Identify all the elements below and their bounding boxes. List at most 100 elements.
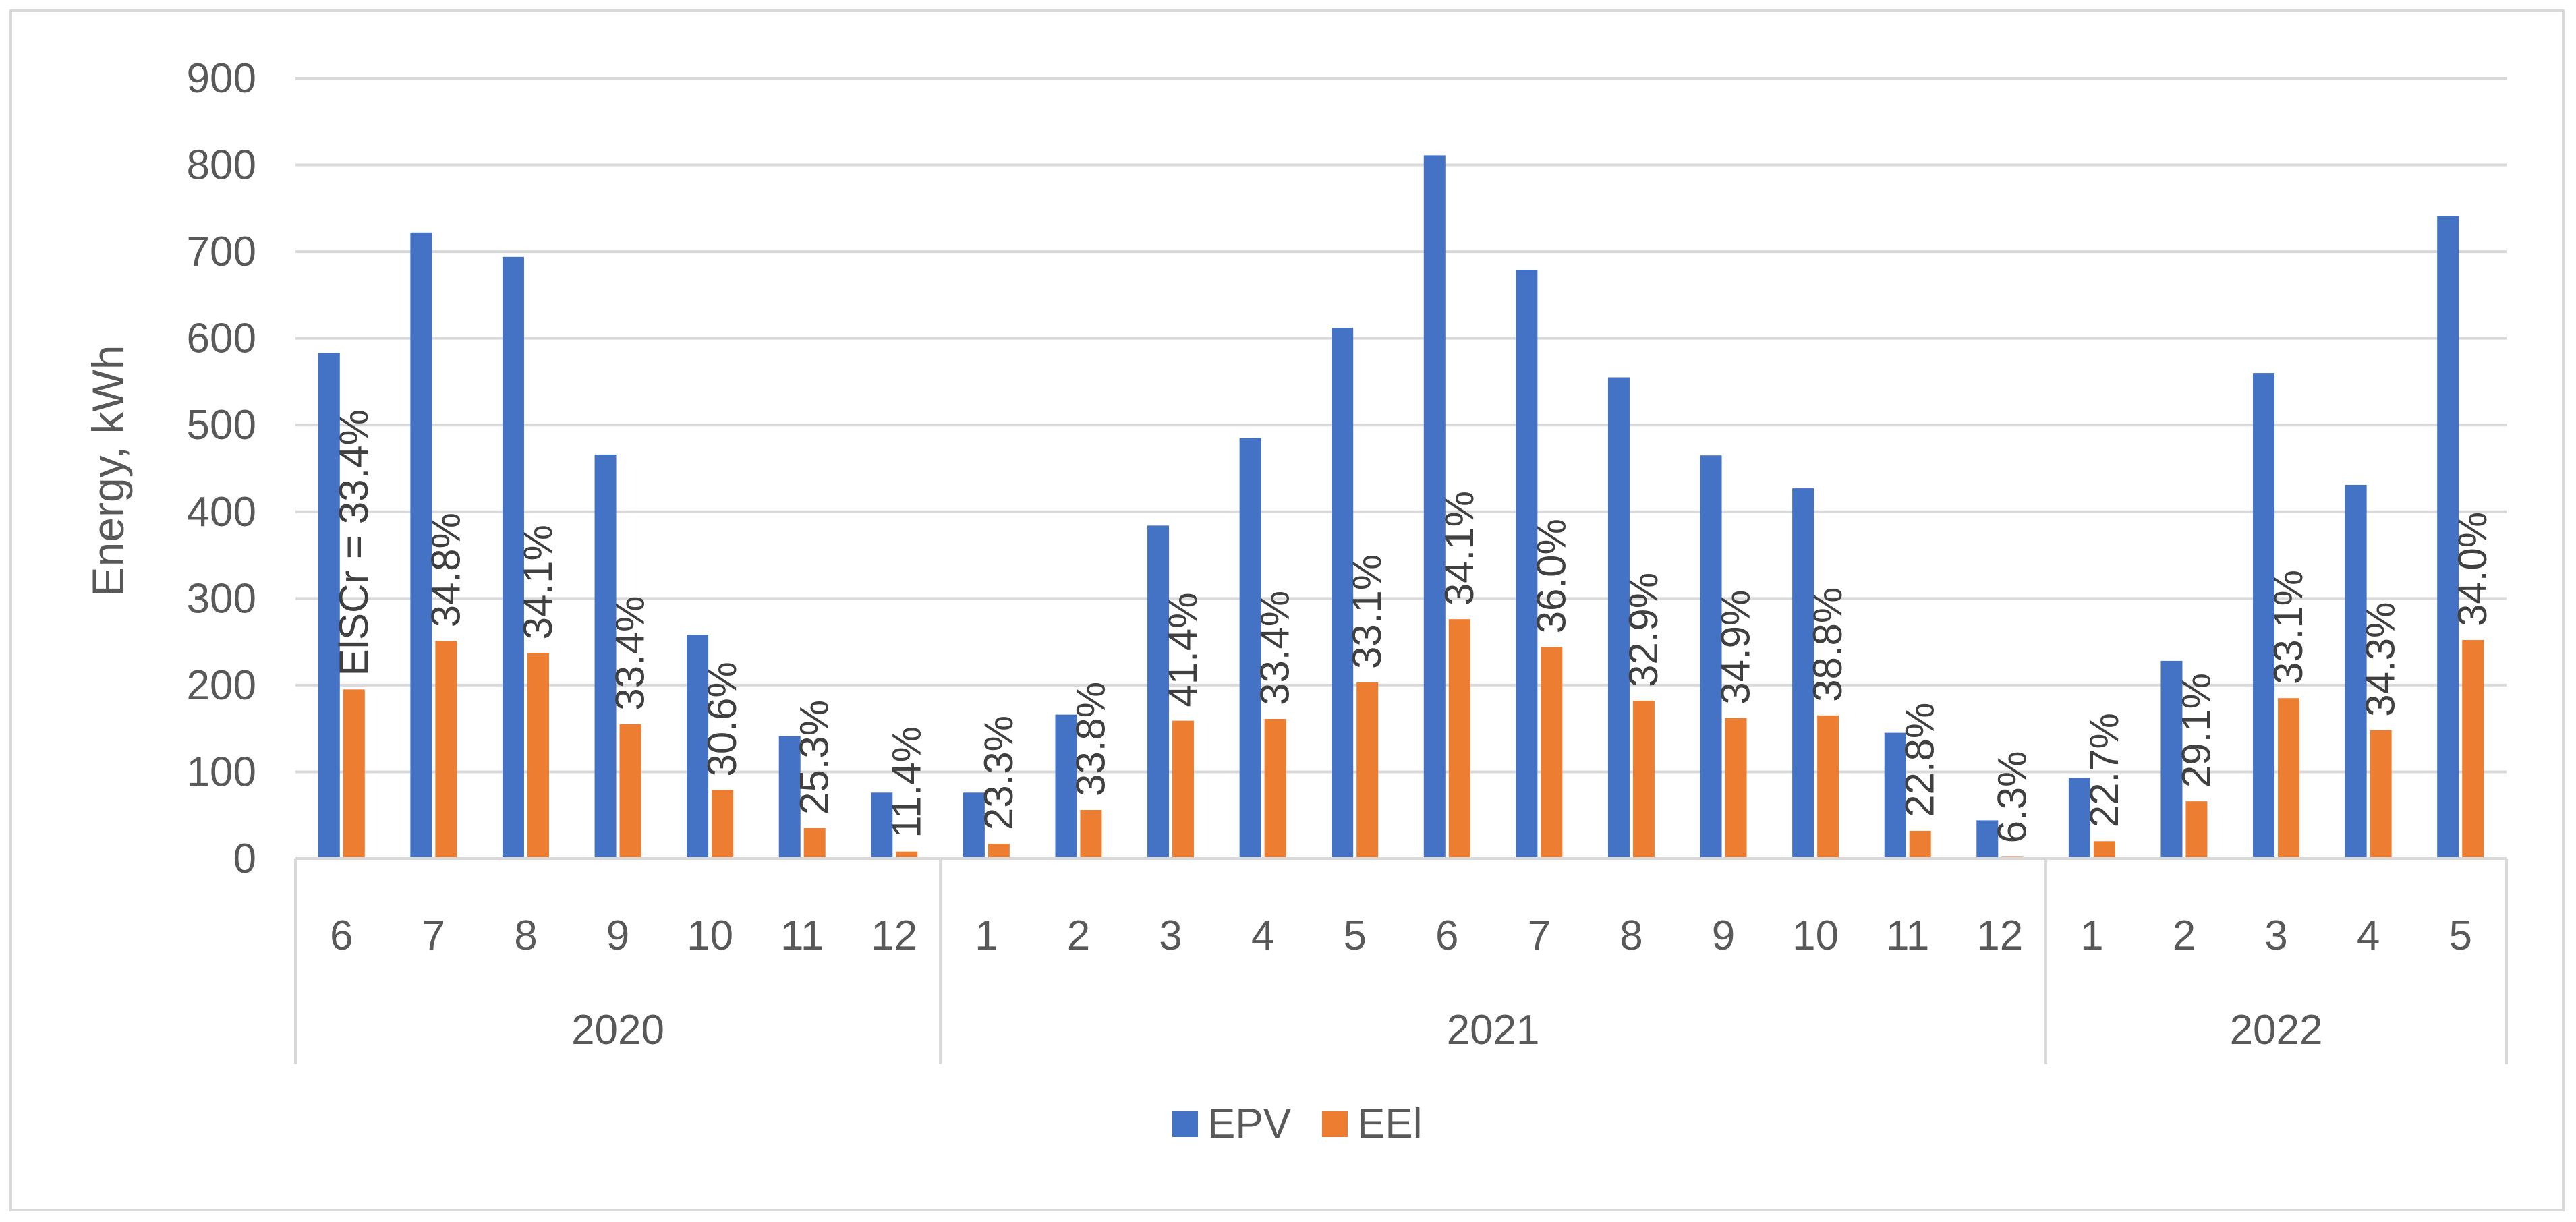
bar-eel: [2185, 801, 2208, 859]
x-tick-label: 5: [1343, 912, 1366, 959]
y-tick-label: 100: [187, 749, 256, 795]
bar-eel: [1817, 715, 1839, 859]
bar-epv: [687, 635, 709, 859]
legend-swatch: [1322, 1111, 1348, 1137]
data-label: 32.9%: [1621, 573, 1666, 687]
bar-eel: [1541, 647, 1563, 859]
x-tick-label: 7: [422, 912, 445, 959]
bar-epv: [1976, 820, 1999, 859]
x-tick-label: 1: [2080, 912, 2103, 959]
bar-eel: [2370, 730, 2392, 859]
bar-eel: [712, 790, 734, 859]
y-tick-label: 600: [187, 316, 256, 362]
year-group-label: 2022: [2230, 1007, 2323, 1053]
bar-chart: 0 100 200 300 400 500 600 700 800 900 ElSCr = 33.…: [83, 55, 2508, 1147]
x-tick-label: 10: [687, 912, 733, 959]
x-tick-label: 4: [2357, 912, 2380, 959]
bar-epv: [1607, 377, 1630, 859]
bar-eel: [435, 641, 457, 859]
data-label: 41.4%: [1160, 592, 1205, 707]
legend-swatch: [1172, 1111, 1198, 1137]
legend-label: EPV: [1207, 1101, 1292, 1147]
y-tick-label: 200: [187, 662, 256, 709]
bar-epv: [2068, 778, 2090, 859]
bar-epv: [1792, 488, 1814, 859]
bar-eel: [988, 844, 1010, 859]
data-label: 33.1%: [1344, 554, 1390, 669]
bar-epv: [2345, 484, 2367, 859]
bar-eel: [1172, 720, 1195, 859]
bar-eel: [2093, 841, 2115, 859]
x-tick-label: 9: [1712, 912, 1735, 959]
bar-eel: [619, 724, 641, 859]
bar-eel: [1356, 682, 1379, 859]
data-label: 38.8%: [1805, 587, 1850, 702]
data-label: 33.4%: [1253, 591, 1298, 705]
data-label: 33.1%: [2266, 570, 2311, 685]
x-tick-label: 3: [1159, 912, 1182, 959]
bar-epv: [871, 792, 893, 859]
x-tick-label: 3: [2264, 912, 2287, 959]
data-label: 29.1%: [2173, 673, 2219, 788]
bar-eel: [1448, 619, 1470, 859]
bar-epv: [1884, 732, 1906, 859]
x-tick-label: 1: [975, 912, 998, 959]
data-label: 34.8%: [423, 513, 468, 627]
data-label: 34.9%: [1713, 590, 1758, 705]
data-label: 6.3%: [1989, 751, 2034, 844]
y-tick-label: 800: [187, 142, 256, 189]
x-tick-label: 8: [1620, 912, 1642, 959]
chart-frame: 0 100 200 300 400 500 600 700 800 900 ElSCr = 33.…: [9, 9, 2565, 1211]
bar-epv: [2160, 660, 2183, 859]
x-tick-label: 6: [330, 912, 353, 959]
bar-epv: [410, 232, 432, 859]
data-label: 23.3%: [976, 716, 1021, 830]
x-tick-label: 11: [1886, 912, 1929, 959]
data-label: 33.8%: [1068, 682, 1113, 796]
x-tick-label: 11: [780, 912, 824, 959]
y-tick-label: 900: [187, 55, 256, 102]
bar-epv: [594, 454, 617, 859]
bar-epv: [1055, 714, 1077, 859]
y-tick-label: 300: [187, 575, 256, 622]
bar-eel: [1264, 719, 1286, 859]
y-axis-label: Energy, kWh: [83, 345, 133, 597]
bar-epv: [1700, 455, 1722, 859]
x-tick-label: 10: [1792, 912, 1839, 959]
bar-epv: [1147, 525, 1170, 859]
data-label: 30.6%: [699, 662, 745, 776]
bar-eel: [896, 851, 918, 859]
data-label: 25.3%: [792, 700, 837, 815]
data-label: 34.1%: [1437, 491, 1482, 606]
y-tick-label: 0: [233, 836, 256, 882]
bar-epv: [778, 736, 801, 859]
y-tick-label: 500: [187, 402, 256, 448]
y-tick-label: 700: [187, 229, 256, 275]
y-tick-label: 400: [187, 489, 256, 535]
data-label: 34.3%: [2358, 602, 2403, 717]
bar-eel: [2462, 640, 2484, 859]
x-tick-label: 9: [606, 912, 629, 959]
x-tick-label: 6: [1435, 912, 1458, 959]
x-tick-label: 7: [1528, 912, 1551, 959]
bar-epv: [2253, 373, 2275, 859]
bar-epv: [1516, 270, 1538, 859]
bar-eel: [1909, 830, 1931, 859]
bar-eel: [803, 828, 826, 859]
data-label: ElSCr = 33.4%: [331, 409, 376, 676]
bar-eel: [1080, 810, 1102, 859]
bar-epv: [502, 256, 524, 859]
x-tick-label: 4: [1251, 912, 1274, 959]
bar-eel: [527, 653, 549, 859]
year-group-label: 2021: [1447, 1007, 1540, 1053]
x-tick-label: 12: [1976, 912, 2023, 959]
x-tick-label: 2: [2173, 912, 2196, 959]
x-tick-label: 2: [1067, 912, 1090, 959]
data-label: 11.4%: [884, 726, 929, 838]
bar-eel: [2278, 698, 2300, 859]
legend-label: EEl: [1357, 1101, 1422, 1147]
x-tick-label: 8: [514, 912, 537, 959]
data-label: 22.8%: [1897, 703, 1943, 817]
year-group-label: 2020: [571, 1007, 664, 1053]
bar-epv: [1332, 328, 1354, 859]
